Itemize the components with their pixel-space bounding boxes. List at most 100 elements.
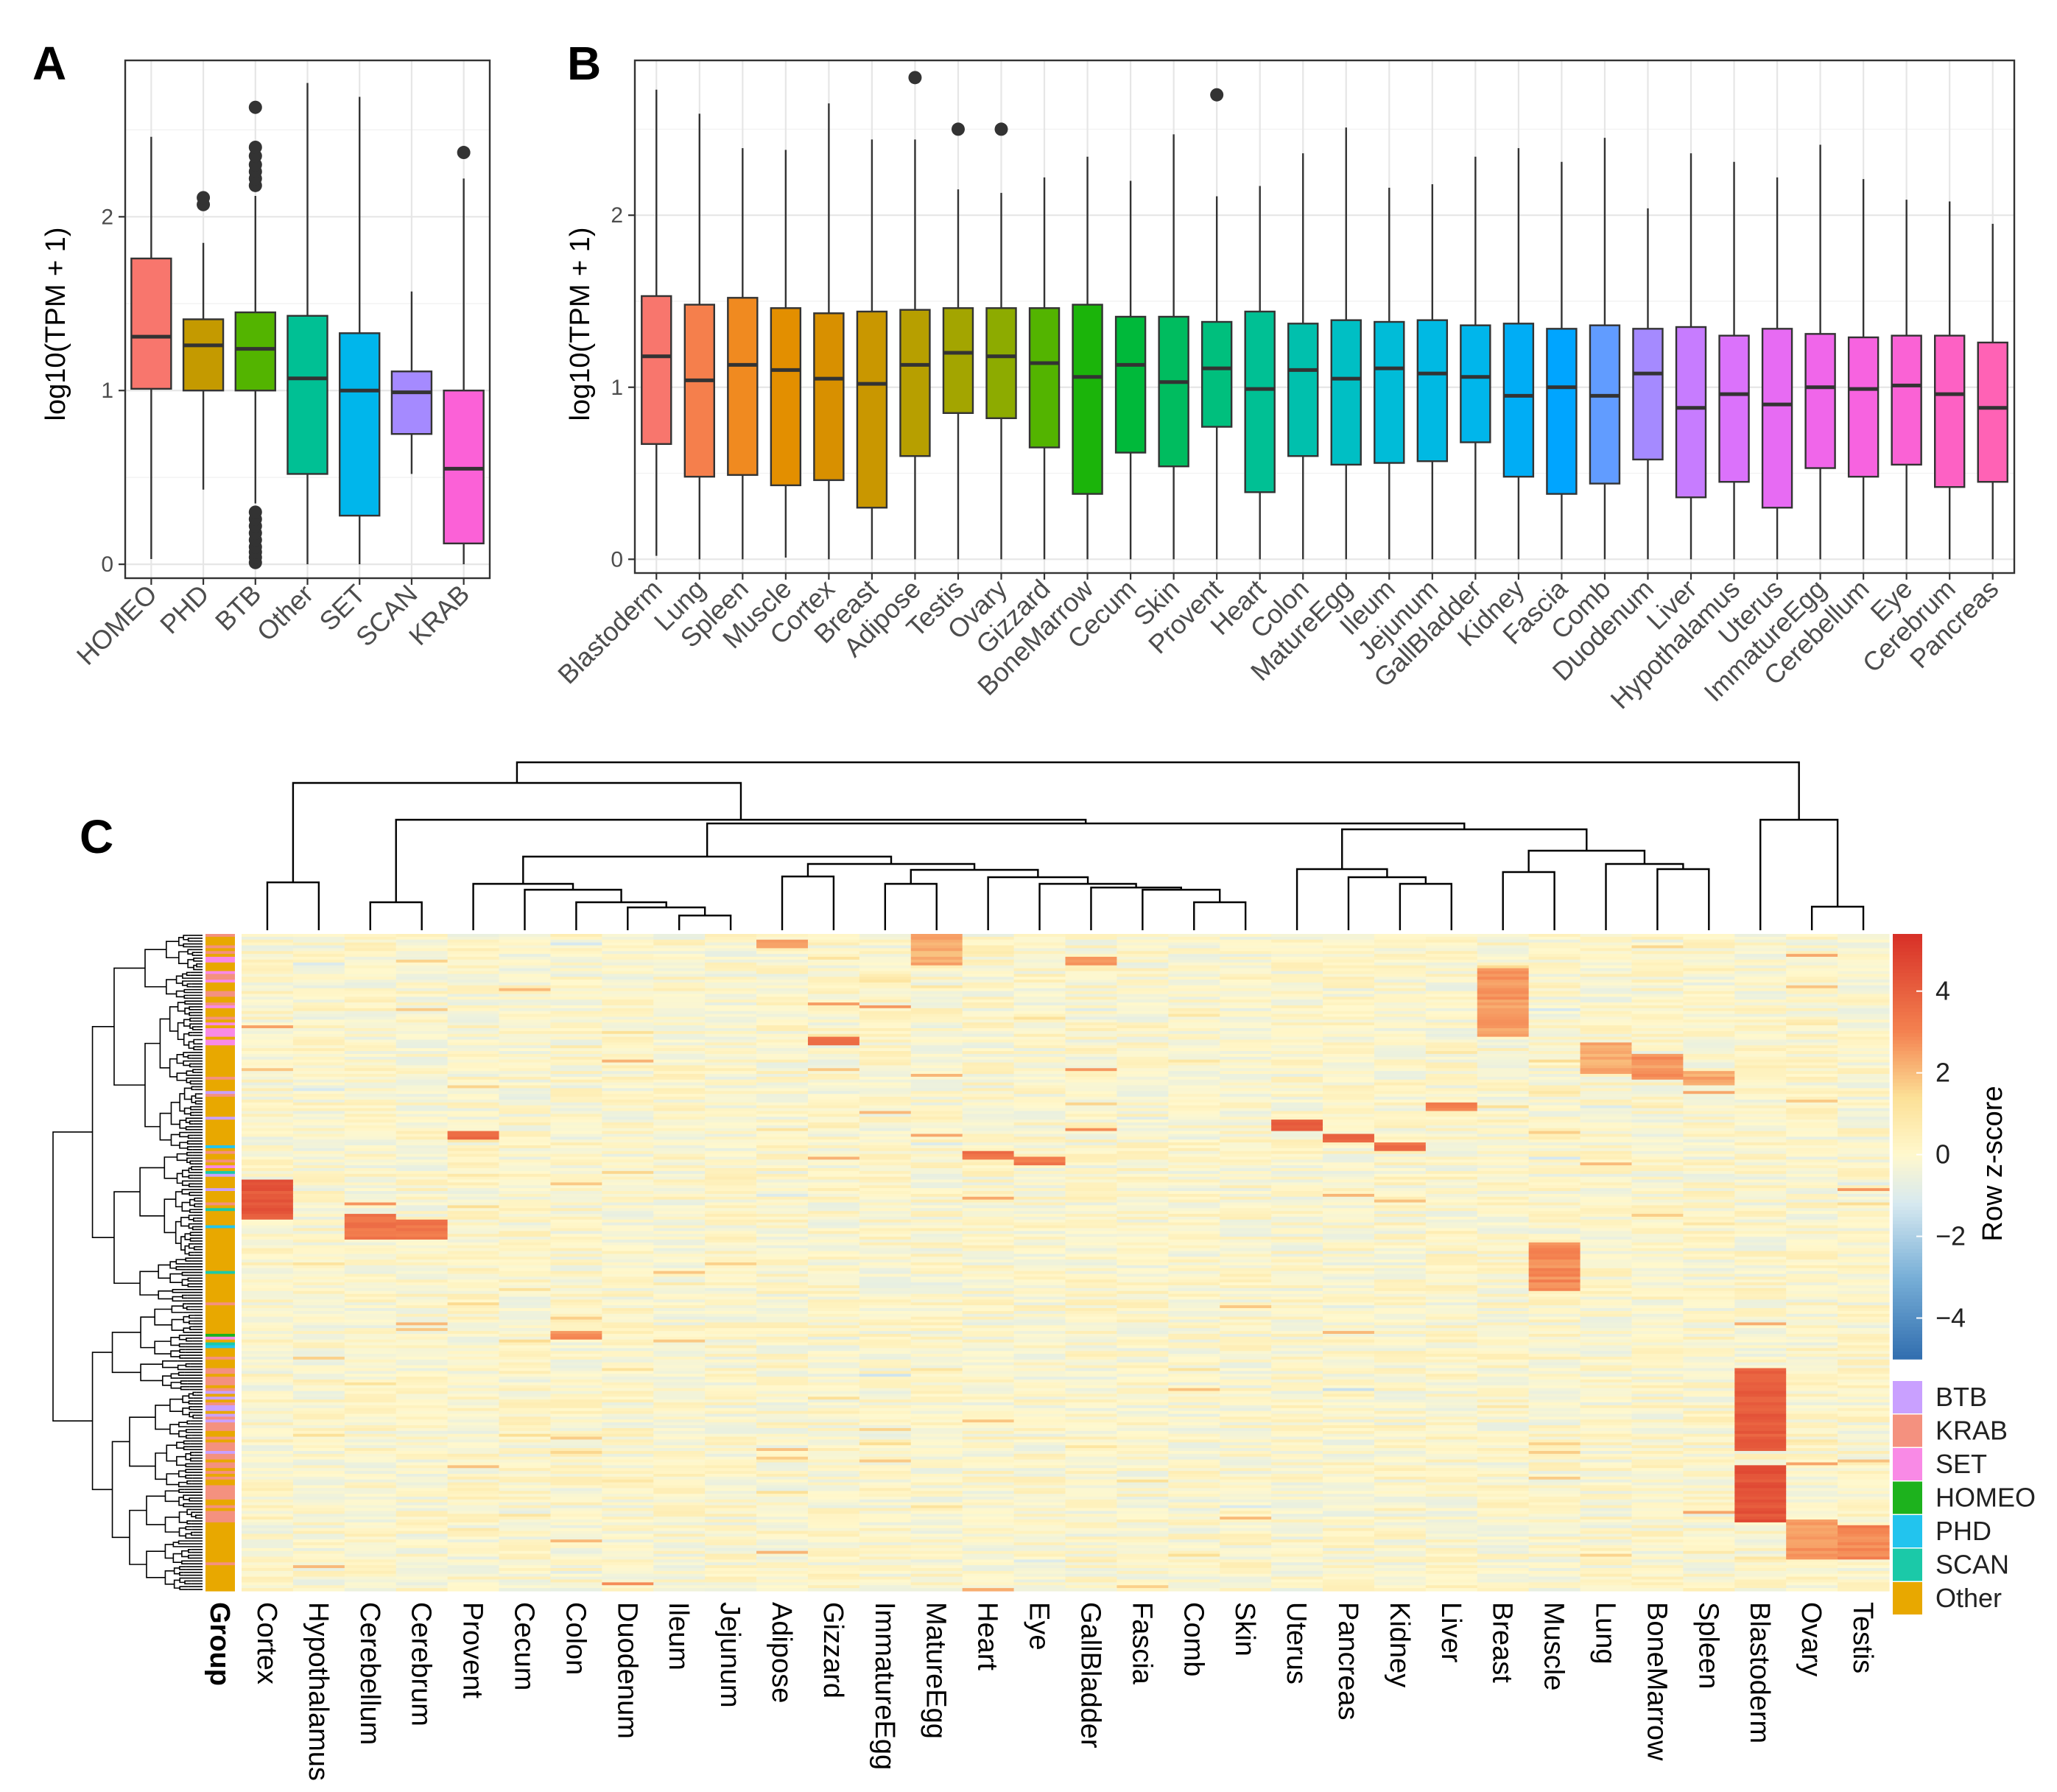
heatmap-cell bbox=[1786, 968, 1838, 972]
heatmap-cell bbox=[962, 982, 1015, 986]
heatmap-cell bbox=[1734, 1079, 1787, 1083]
heatmap-cell bbox=[962, 1336, 1015, 1341]
heatmap-cell bbox=[1683, 1262, 1735, 1266]
heatmap-cell bbox=[1220, 1122, 1272, 1126]
heatmap-cell bbox=[1117, 1170, 1169, 1175]
heatmap-cell bbox=[1786, 1254, 1838, 1257]
heatmap-cell bbox=[1065, 1257, 1118, 1260]
heatmap-cell bbox=[910, 1022, 963, 1026]
heatmap-cell bbox=[1838, 1214, 1890, 1217]
heatmap-cell bbox=[962, 1136, 1015, 1140]
heatmap-cell bbox=[1838, 1053, 1890, 1058]
heatmap-cell bbox=[1838, 1273, 1890, 1277]
heatmap-cell bbox=[653, 1005, 706, 1009]
heatmap-cell bbox=[1786, 1025, 1838, 1029]
heatmap-cell bbox=[962, 1214, 1015, 1217]
heatmap-cell bbox=[1838, 1293, 1890, 1298]
heatmap-cell bbox=[807, 1251, 860, 1254]
heatmap-cell bbox=[1631, 942, 1684, 946]
heatmap-cell bbox=[1631, 1085, 1684, 1089]
heatmap-cell bbox=[962, 999, 1015, 1003]
heatmap-cell bbox=[1786, 1245, 1838, 1249]
heatmap-cell bbox=[1786, 1262, 1838, 1266]
heatmap-cell bbox=[447, 1168, 500, 1172]
heatmap-cell bbox=[962, 985, 1015, 989]
heatmap-cell bbox=[1838, 1068, 1890, 1072]
heatmap-cell bbox=[1323, 982, 1375, 986]
heatmap-cell bbox=[807, 1336, 860, 1341]
heatmap-cell bbox=[1168, 1134, 1220, 1137]
heatmap-cell bbox=[1168, 1257, 1220, 1260]
heatmap-cell bbox=[292, 1254, 345, 1257]
heatmap-cell bbox=[859, 1328, 912, 1332]
heatmap-cell bbox=[395, 1153, 449, 1158]
heatmap-cell bbox=[1013, 1276, 1066, 1280]
heatmap-cell bbox=[1117, 1276, 1169, 1280]
heatmap-cell bbox=[1528, 1062, 1581, 1066]
heatmap-cell bbox=[242, 1085, 294, 1089]
heatmap-cell bbox=[1580, 1310, 1633, 1315]
heatmap-cell bbox=[1117, 1071, 1169, 1075]
heatmap-cell bbox=[859, 1308, 912, 1312]
heatmap-cell bbox=[1323, 1062, 1375, 1066]
heatmap-cell bbox=[1631, 936, 1684, 941]
heatmap-cell bbox=[499, 1099, 552, 1103]
heatmap-cell bbox=[1477, 1114, 1530, 1117]
heatmap-cell bbox=[859, 1002, 912, 1006]
heatmap-cell bbox=[602, 982, 654, 986]
heatmap-cell bbox=[499, 1145, 552, 1149]
heatmap-cell bbox=[447, 1045, 500, 1049]
heatmap-cell bbox=[1683, 1142, 1735, 1146]
heatmap-cell bbox=[1065, 1234, 1118, 1237]
heatmap-cell bbox=[705, 1025, 757, 1029]
heatmap-cell bbox=[602, 1045, 654, 1049]
heatmap-cell bbox=[344, 954, 397, 958]
heatmap-cell bbox=[1117, 1273, 1169, 1277]
x-tick-label: KRAB bbox=[403, 579, 475, 651]
heatmap-cell bbox=[910, 1105, 963, 1109]
heatmap-cell bbox=[602, 1142, 654, 1146]
heatmap-cell bbox=[1374, 1042, 1427, 1046]
heatmap-cell bbox=[807, 1056, 860, 1061]
heatmap-cell bbox=[1271, 1051, 1323, 1055]
heatmap-cell bbox=[242, 1193, 294, 1198]
heatmap-cell bbox=[1013, 1019, 1066, 1023]
heatmap-cell bbox=[756, 1214, 809, 1217]
heatmap-cell bbox=[756, 1128, 809, 1132]
heatmap-cell bbox=[395, 959, 449, 963]
heatmap-cell bbox=[292, 1120, 345, 1123]
heatmap-cell bbox=[1323, 1128, 1375, 1132]
heatmap-cell bbox=[1786, 1219, 1838, 1223]
heatmap-cell bbox=[550, 1293, 602, 1298]
heatmap-cell bbox=[292, 1248, 345, 1252]
heatmap-cell bbox=[242, 1305, 294, 1309]
heatmap-cell bbox=[1734, 1328, 1787, 1332]
heatmap-cell bbox=[1528, 1097, 1581, 1100]
heatmap-cell bbox=[1168, 1170, 1220, 1175]
heatmap-cell bbox=[1528, 1051, 1581, 1055]
heatmap-cell bbox=[1786, 1342, 1838, 1346]
heatmap-cell bbox=[705, 1094, 757, 1097]
heatmap-cell bbox=[1168, 1273, 1220, 1277]
heatmap-cell bbox=[602, 1313, 654, 1318]
heatmap-cell bbox=[499, 1276, 552, 1280]
heatmap-cell bbox=[292, 1319, 345, 1324]
heatmap-cell bbox=[1786, 1333, 1838, 1338]
heatmap-cell bbox=[1683, 1251, 1735, 1254]
heatmap-cell bbox=[447, 948, 500, 952]
heatmap-cell bbox=[705, 1114, 757, 1117]
heatmap-cell bbox=[344, 1008, 397, 1012]
heatmap-cell bbox=[1477, 1228, 1530, 1231]
heatmap-cell bbox=[705, 1136, 757, 1140]
heatmap-cell bbox=[756, 1242, 809, 1246]
heatmap-cell bbox=[1013, 1339, 1066, 1343]
heatmap-cell bbox=[1734, 1257, 1787, 1260]
heatmap-cell bbox=[1425, 1322, 1478, 1326]
heatmap-cell bbox=[859, 1239, 912, 1243]
heatmap-cell bbox=[1013, 1237, 1066, 1240]
heatmap-cell bbox=[1323, 1108, 1375, 1112]
heatmap-cell bbox=[1528, 1328, 1581, 1332]
heatmap-cell bbox=[1528, 1276, 1581, 1280]
heatmap-cell bbox=[395, 1205, 449, 1209]
heatmap-cell bbox=[602, 1005, 654, 1009]
